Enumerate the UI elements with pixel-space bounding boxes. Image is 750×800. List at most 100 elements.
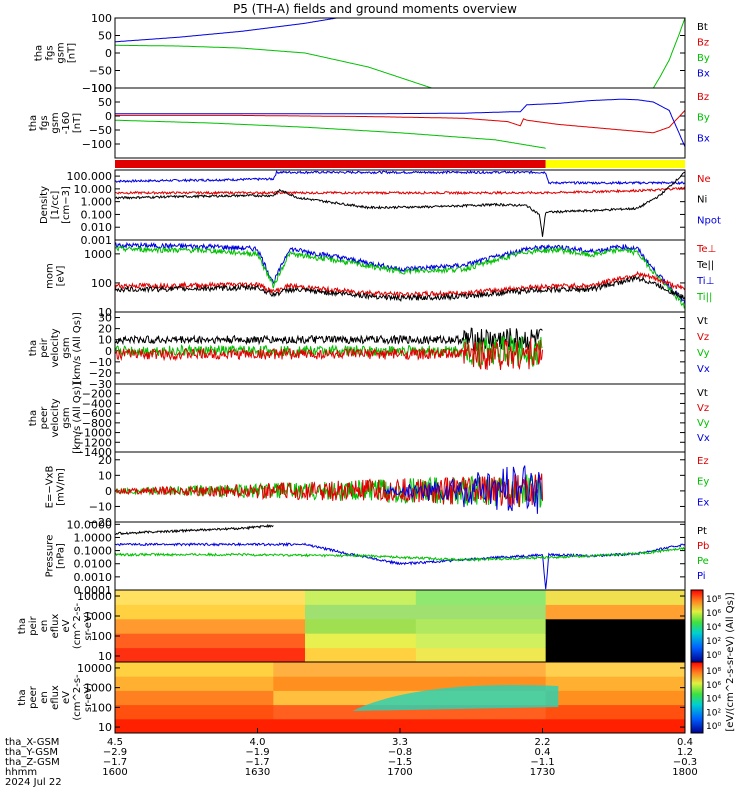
ytick-label: 10.000: [74, 183, 113, 196]
series-line-green: [115, 44, 432, 88]
heatmap-cell: [415, 633, 547, 649]
ylabel-line: (cm^2-s-: [72, 602, 83, 649]
ylabel-line: mom: [45, 263, 56, 289]
heatmap-cell: [273, 718, 547, 733]
legend-red: Bz: [697, 92, 709, 103]
ytick-label: −100: [82, 82, 112, 95]
ylabel-line: en: [39, 691, 50, 704]
ytick-label: −20: [89, 367, 112, 380]
xaxis-row-value: 4.0: [250, 737, 266, 748]
series-line-green: [115, 245, 685, 309]
xaxis-row-value: −0.8: [388, 747, 412, 758]
heatmap-cell: [115, 590, 306, 605]
heatmap-cell: [115, 647, 306, 662]
ytick-label: −20: [89, 516, 112, 529]
legend-black: Bt: [697, 22, 708, 33]
heatmap-cell: [305, 618, 417, 634]
heatmap-cell: [415, 618, 547, 634]
legend-black: Ni: [697, 195, 707, 206]
xaxis-row-value: 1630: [245, 767, 270, 778]
colorbar-tick: 10²: [706, 708, 721, 718]
colorbar-rect: [690, 661, 704, 734]
ylabel-line: peir: [39, 337, 50, 357]
ytick-label: −30: [89, 378, 112, 391]
ylabel-line: tha: [28, 115, 39, 131]
heatmap-cell: [305, 604, 417, 620]
xaxis-row-value: −1.7: [245, 757, 269, 768]
legend-black: Vt: [697, 388, 708, 399]
heatmap-cell: [545, 718, 685, 733]
xaxis-row-value: 1800: [672, 767, 697, 778]
chart-title: P5 (TH-A) fields and ground moments over…: [233, 2, 517, 16]
ytick-label: 10: [98, 469, 112, 482]
ylabel-line: eV: [61, 691, 72, 704]
ytick-label: 1.000: [81, 196, 113, 209]
ylabel-line: peer: [28, 685, 39, 709]
ylabel-line: tha: [17, 689, 28, 705]
ytick-label: 0.100: [81, 208, 113, 221]
legend-black: Vt: [697, 316, 708, 327]
series-line-black: [115, 327, 543, 354]
ytick-label: −800: [82, 417, 112, 430]
ylabel-line: -160: [61, 112, 72, 135]
panel-peer_velocity: −200−400−600−800−1000−1200−1400 tha peer ve…: [28, 382, 710, 459]
series-line-black: [115, 275, 685, 302]
ytick-label: 10000: [77, 662, 112, 675]
xaxis-row-value: −0.3: [673, 757, 697, 768]
heatmap-peir_en_eflux: [115, 590, 685, 662]
xaxis-row-value: 1600: [102, 767, 127, 778]
series-line-black: [115, 172, 685, 237]
legend-blue: Bx: [697, 69, 710, 80]
ylabel-line: [nPa]: [56, 543, 67, 569]
ylabel-line: (cm^2-s-: [72, 674, 83, 721]
ylabel-line: [eV]: [56, 266, 67, 287]
ytick-label: 50: [98, 30, 112, 43]
ylabel-line: sr-eV): [83, 611, 94, 640]
xaxis-row-label: tha_Y-GSM: [5, 747, 58, 758]
xaxis-row-value: 1.2: [677, 747, 693, 758]
legend-green: Vy: [697, 418, 710, 429]
legend-blue: Ex: [697, 497, 709, 508]
ylabel-line: gsm: [56, 42, 67, 63]
panel-fgs_gsm: 100 50 0 −50 −100 tha fgs gsm [nT] Bt Bz By Bx: [34, 12, 710, 95]
xaxis-row-value: 4.5: [107, 737, 123, 748]
heatmap-cell: [545, 676, 685, 691]
ylabel-line: [km/s (All Qs)]: [72, 382, 83, 454]
colorbar-label: [eV/(cm^2-s-sr-eV) (All Qs)]: [725, 592, 736, 731]
ytick-label: 0.0100: [74, 558, 113, 571]
series-line-blue: [384, 465, 542, 514]
xaxis-row-value: 0.4: [535, 747, 551, 758]
heatmap-cell: [273, 662, 547, 677]
colorbar-tick: 10⁴: [706, 623, 721, 633]
legend-black: Pt: [697, 526, 707, 537]
legend-red: Vz: [697, 403, 709, 414]
heatmap-cell: [115, 633, 306, 649]
heatmap-cell: [115, 662, 274, 677]
colorbar-tick: 10⁰: [706, 722, 721, 732]
colorbar-tick: 10⁸: [706, 595, 721, 605]
ylabel-line: peir: [28, 615, 39, 635]
series-line-red: [115, 110, 685, 134]
heatmap-cell: [415, 590, 547, 605]
ytick-label: 1.0000: [74, 531, 113, 544]
state-bar-segment-0: [115, 160, 546, 168]
efield-blue-burst: [384, 465, 542, 514]
ylabel-line: Density: [39, 186, 50, 224]
ytick-label: 20: [98, 323, 112, 336]
series-line-blue: [115, 18, 339, 43]
legend-blue: Vx: [697, 433, 710, 444]
ytick-label: 0: [105, 485, 112, 498]
legend-red: Te⊥: [696, 244, 716, 255]
ytick-label: 1000: [84, 682, 112, 695]
colorbar-tick: 10⁰: [706, 651, 721, 661]
legend-blue: Vx: [697, 364, 710, 375]
series-line-green: [115, 119, 546, 149]
panel-frame: [114, 383, 686, 453]
legend-red: Bz: [697, 38, 709, 49]
legend-red: Pb: [697, 541, 709, 552]
ylabel-line: [1/cc]: [50, 191, 61, 220]
colorbar-0: 10⁸ 10⁶ 10⁴ 10² 10⁰: [690, 589, 721, 663]
